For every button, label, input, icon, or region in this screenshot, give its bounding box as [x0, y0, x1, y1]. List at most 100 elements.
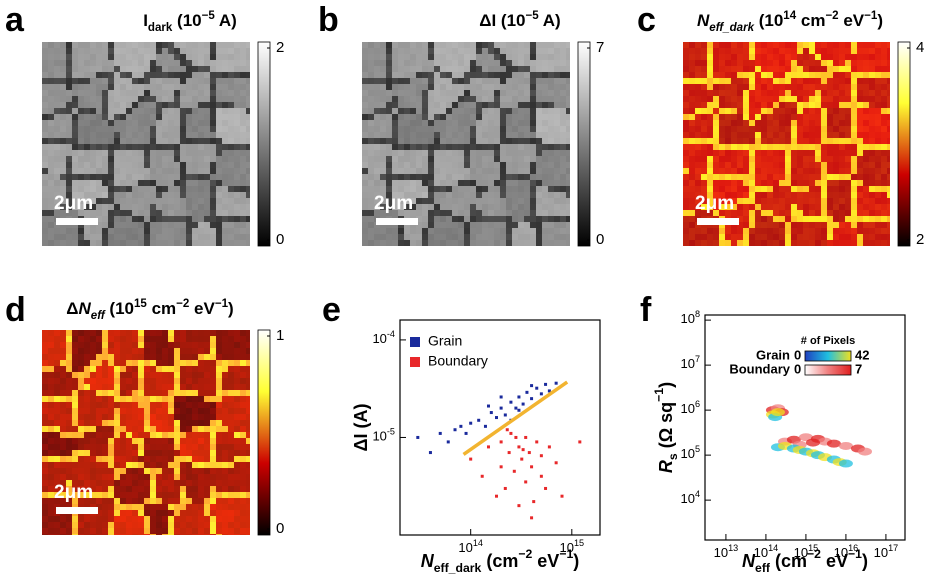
map-pixel	[719, 180, 725, 186]
map-pixel	[707, 150, 713, 156]
map-pixel	[440, 84, 446, 90]
map-pixel	[410, 234, 416, 240]
map-pixel	[755, 162, 761, 168]
map-pixel	[725, 138, 731, 144]
map-pixel	[114, 216, 120, 222]
map-pixel	[476, 156, 482, 162]
map-pixel	[84, 96, 90, 102]
map-pixel	[48, 534, 54, 535]
map-pixel	[761, 162, 767, 168]
map-pixel	[815, 114, 821, 120]
map-pixel	[422, 108, 428, 114]
map-pixel	[126, 486, 132, 492]
map-pixel	[168, 438, 174, 444]
map-pixel	[120, 336, 126, 342]
map-pixel	[126, 180, 132, 186]
map-pixel	[809, 150, 815, 156]
map-pixel	[875, 42, 881, 48]
map-pixel	[192, 510, 198, 516]
map-pixel	[192, 210, 198, 216]
map-pixel	[156, 486, 162, 492]
map-pixel	[138, 210, 144, 216]
map-pixel	[434, 204, 440, 210]
map-pixel	[869, 192, 875, 198]
map-pixel	[833, 174, 839, 180]
map-pixel	[869, 78, 875, 84]
map-pixel	[434, 120, 440, 126]
map-pixel	[851, 180, 857, 186]
map-pixel	[150, 60, 156, 66]
map-pixel	[96, 114, 102, 120]
map-pixel	[90, 366, 96, 372]
map-pixel	[713, 150, 719, 156]
map-pixel	[701, 180, 707, 186]
map-pixel	[452, 72, 458, 78]
map-pixel	[234, 216, 240, 222]
map-pixel	[476, 162, 482, 168]
map-pixel	[839, 186, 845, 192]
map-pixel	[108, 222, 114, 228]
map-pixel	[554, 42, 560, 48]
map-pixel	[48, 108, 54, 114]
map-pixel	[216, 528, 222, 534]
map-pixel	[368, 66, 374, 72]
map-pixel	[60, 120, 66, 126]
map-pixel	[869, 66, 875, 72]
map-pixel	[240, 378, 246, 384]
map-pixel	[863, 96, 869, 102]
map-pixel	[96, 240, 102, 246]
map-pixel	[368, 60, 374, 66]
map-pixel	[791, 234, 797, 240]
map-pixel	[767, 168, 773, 174]
map-pixel	[234, 360, 240, 366]
map-pixel	[234, 186, 240, 192]
map-pixel	[186, 126, 192, 132]
map-pixel	[683, 174, 689, 180]
map-pixel	[725, 48, 731, 54]
map-pixel	[114, 522, 120, 528]
map-pixel	[743, 96, 749, 102]
map-pixel	[839, 138, 845, 144]
map-pixel	[470, 228, 476, 234]
map-pixel	[78, 432, 84, 438]
map-pixel	[138, 228, 144, 234]
map-pixel	[132, 192, 138, 198]
map-pixel	[560, 144, 566, 150]
map-pixel	[452, 48, 458, 54]
map-pixel	[476, 138, 482, 144]
map-pixel	[120, 474, 126, 480]
map-pixel	[192, 498, 198, 504]
map-pixel	[881, 216, 887, 222]
map-pixel	[512, 180, 518, 186]
map-pixel	[881, 120, 887, 126]
map-pixel	[126, 462, 132, 468]
map-pixel	[78, 228, 84, 234]
map-pixel	[821, 228, 827, 234]
map-pixel	[180, 150, 186, 156]
map-pixel	[132, 534, 138, 535]
map-pixel	[234, 84, 240, 90]
map-pixel	[210, 186, 216, 192]
map-pixel	[108, 420, 114, 426]
map-pixel	[773, 138, 779, 144]
map-pixel	[156, 420, 162, 426]
map-pixel	[887, 150, 890, 156]
map-pixel	[144, 528, 150, 534]
map-pixel	[548, 60, 554, 66]
fit-line	[464, 382, 568, 454]
map-pixel	[120, 138, 126, 144]
map-pixel	[78, 522, 84, 528]
map-pixel	[863, 54, 869, 60]
map-pixel	[755, 66, 761, 72]
map-pixel	[851, 42, 857, 48]
map-pixel	[54, 330, 60, 336]
map-pixel	[150, 102, 156, 108]
map-pixel	[416, 54, 422, 60]
map-pixel	[174, 396, 180, 402]
map-pixel	[150, 450, 156, 456]
map-pixel	[210, 240, 216, 246]
map-pixel	[380, 114, 386, 120]
map-pixel	[156, 48, 162, 54]
map-pixel	[833, 114, 839, 120]
map-image	[42, 330, 250, 535]
